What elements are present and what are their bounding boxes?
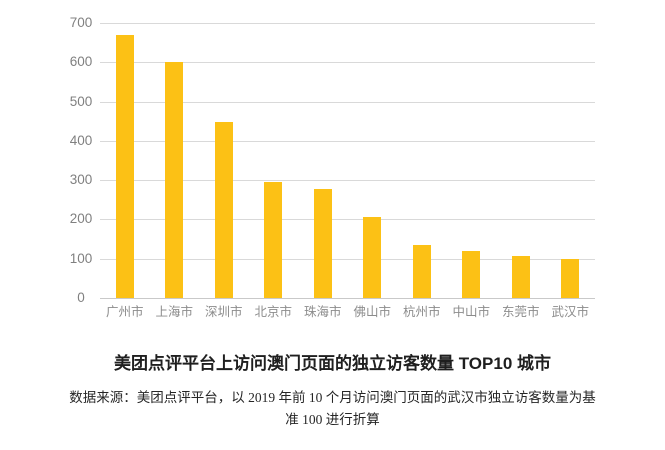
source-note-line-1: 数据来源：美团点评平台，以 2019 年前 10 个月访问澳门页面的武汉市独立访… <box>69 390 596 405</box>
plot-area <box>100 23 595 299</box>
y-axis-tick-label: 300 <box>69 172 93 188</box>
source-note-line-2: 准 100 进行折算 <box>285 412 380 427</box>
bar-东莞市 <box>511 255 530 298</box>
x-axis-category-label: 武汉市 <box>551 305 589 319</box>
x-axis-category-label: 佛山市 <box>353 305 391 319</box>
gridline <box>100 258 595 260</box>
bar-杭州市 <box>412 245 431 298</box>
x-axis-category-label: 珠海市 <box>303 305 342 319</box>
gridline <box>100 140 595 142</box>
x-axis-category-label: 广州市 <box>105 305 144 319</box>
bar-中山市 <box>462 250 481 298</box>
y-axis-tick-label: 100 <box>69 250 93 266</box>
y-axis-tick-label: 200 <box>69 211 93 227</box>
bar-北京市 <box>264 181 283 298</box>
gridline <box>100 23 595 24</box>
x-axis-line <box>100 298 595 299</box>
bar-广州市 <box>115 34 134 298</box>
gridline <box>100 219 595 221</box>
bar-深圳市 <box>214 122 233 298</box>
x-axis-category-label: 中山市 <box>452 305 490 319</box>
x-axis-category-label: 北京市 <box>254 305 292 319</box>
y-axis-tick-label: 700 <box>69 15 93 30</box>
y-axis-tick-label: 500 <box>69 93 93 109</box>
bar-珠海市 <box>313 189 332 298</box>
x-axis-category-label: 杭州市 <box>402 305 441 319</box>
gridline <box>100 62 595 64</box>
bar-佛山市 <box>363 217 382 298</box>
x-axis-category-label: 上海市 <box>155 305 193 319</box>
y-axis-tick-label: 400 <box>69 132 93 148</box>
source-note: 数据来源：美团点评平台，以 2019 年前 10 个月访问澳门页面的武汉市独立访… <box>0 387 665 431</box>
y-axis-tick-label: 0 <box>77 290 85 305</box>
x-axis-labels: 广州市 上海市 深圳市 北京市 珠海市 佛山市 杭州市 中山市 东莞市 武汉市 <box>100 304 595 322</box>
gridline <box>100 180 595 182</box>
y-axis-tick-label: 600 <box>69 54 93 70</box>
x-axis-category-label: 东莞市 <box>501 305 540 319</box>
chart-title: 美团点评平台上访问澳门页面的独立访客数量 TOP10 城市 <box>114 354 551 373</box>
bar-武汉市 <box>561 258 580 298</box>
gridline <box>100 101 595 103</box>
y-axis-labels: 0 100 200 300 400 500 600 700 <box>56 16 106 305</box>
x-axis-category-label: 深圳市 <box>204 305 243 319</box>
bar-上海市 <box>165 62 184 298</box>
